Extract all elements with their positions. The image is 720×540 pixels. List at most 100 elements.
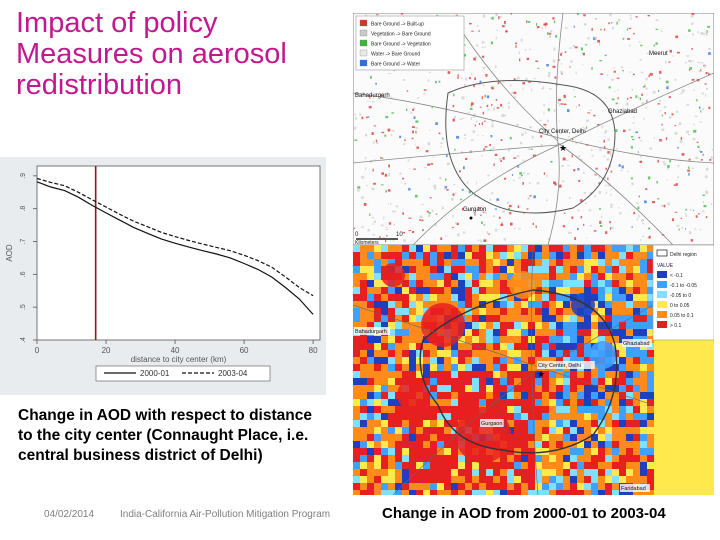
raster-cell <box>486 483 493 490</box>
raster-cell <box>472 385 479 392</box>
raster-cell <box>640 301 647 308</box>
raster-cell <box>647 434 654 441</box>
raster-cell <box>402 357 409 364</box>
change-pixel <box>603 176 606 180</box>
change-pixel <box>526 208 529 210</box>
raster-cell <box>619 259 626 266</box>
raster-cell <box>493 462 500 469</box>
raster-cell <box>374 441 381 448</box>
raster-cell <box>647 441 654 448</box>
raster-cell <box>458 301 465 308</box>
raster-cell <box>535 392 542 399</box>
raster-cell <box>647 287 654 294</box>
change-pixel <box>516 155 520 158</box>
change-pixel <box>639 97 641 101</box>
raster-cell <box>577 455 584 462</box>
raster-cell <box>605 280 612 287</box>
raster-cell <box>521 469 528 476</box>
raster-cell <box>514 252 521 259</box>
legend-label: 0 to 0.05 <box>670 303 690 309</box>
raster-cell <box>605 441 612 448</box>
change-pixel <box>595 167 598 170</box>
change-pixel <box>486 104 489 108</box>
road <box>547 13 564 245</box>
raster-cell <box>633 308 640 315</box>
raster-cell <box>528 476 535 483</box>
change-pixel <box>702 210 705 213</box>
raster-cell <box>395 420 402 427</box>
change-pixel <box>705 72 707 75</box>
raster-cell <box>563 462 570 469</box>
raster-cell <box>423 259 430 266</box>
raster-cell <box>493 357 500 364</box>
change-pixel <box>451 197 454 201</box>
raster-cell <box>612 483 619 490</box>
raster-cell <box>619 301 626 308</box>
raster-cell <box>570 392 577 399</box>
change-pixel <box>501 114 504 117</box>
raster-cell <box>584 462 591 469</box>
road <box>562 72 714 144</box>
raster-cell <box>577 350 584 357</box>
change-pixel <box>560 52 563 55</box>
raster-cell <box>598 371 605 378</box>
change-pixel <box>440 237 443 240</box>
change-pixel <box>402 231 406 234</box>
raster-cell <box>381 259 388 266</box>
raster-cell <box>395 399 402 406</box>
change-pixel <box>454 148 456 151</box>
raster-cell <box>612 266 619 273</box>
raster-cell <box>500 252 507 259</box>
raster-cell <box>493 252 500 259</box>
raster-cell <box>409 294 416 301</box>
raster-cell <box>451 245 458 252</box>
change-pixel <box>461 96 465 100</box>
change-pixel <box>490 41 493 45</box>
change-pixel <box>388 73 392 74</box>
raster-cell <box>521 427 528 434</box>
raster-cell <box>535 315 542 322</box>
raster-cell <box>584 392 591 399</box>
raster-cell <box>451 469 458 476</box>
raster-cell <box>388 441 395 448</box>
change-pixel <box>521 133 524 136</box>
change-pixel <box>388 222 392 225</box>
raster-cell <box>479 252 486 259</box>
raster-cell <box>458 399 465 406</box>
change-pixel <box>690 209 692 211</box>
raster-cell <box>612 420 619 427</box>
raster-cell <box>633 350 640 357</box>
change-pixel <box>599 207 601 210</box>
raster-cell <box>514 343 521 350</box>
raster-cell <box>542 413 549 420</box>
change-pixel <box>484 146 488 148</box>
change-pixel <box>354 128 356 130</box>
raster-cell <box>563 441 570 448</box>
change-pixel <box>604 184 607 187</box>
raster-cell <box>493 308 500 315</box>
change-pixel <box>391 129 395 132</box>
raster-cell <box>598 336 605 343</box>
raster-cell <box>353 441 360 448</box>
change-pixel <box>552 59 556 63</box>
change-pixel <box>422 229 424 232</box>
raster-cell <box>367 476 374 483</box>
change-pixel <box>604 132 606 134</box>
change-pixel <box>609 227 611 230</box>
raster-cell <box>514 427 521 434</box>
raster-cell <box>619 322 626 329</box>
change-pixel <box>433 184 437 188</box>
change-pixel <box>543 111 545 115</box>
change-pixel <box>631 182 634 186</box>
raster-cell <box>528 434 535 441</box>
raster-cell <box>465 266 472 273</box>
raster-cell <box>479 476 486 483</box>
raster-cell <box>591 476 598 483</box>
raster-cell <box>430 357 437 364</box>
change-pixel <box>610 226 614 230</box>
raster-cell <box>549 476 556 483</box>
raster-cell <box>549 357 556 364</box>
raster-cell <box>381 406 388 413</box>
raster-cell <box>619 413 626 420</box>
change-pixel <box>665 137 668 141</box>
